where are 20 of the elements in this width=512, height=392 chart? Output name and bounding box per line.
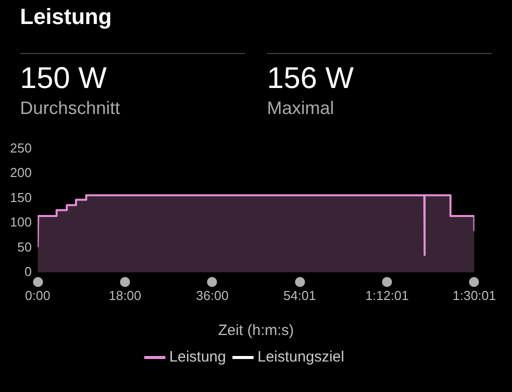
- y-tick-label: 100: [10, 214, 32, 230]
- text: 156 W: [267, 62, 354, 96]
- text: Durchschnitt: [20, 98, 120, 119]
- chart-title: Leistung: [20, 4, 112, 30]
- x-tick-label: 18:00: [108, 288, 142, 303]
- y-tick-label: 0: [24, 264, 32, 279]
- y-tick-label: 250: [10, 140, 32, 156]
- legend-label: Leistungsziel: [257, 348, 344, 366]
- x-tick-label: 1:12:01: [365, 288, 409, 303]
- y-tick-label: 50: [17, 239, 32, 254]
- y-tick-label: 150: [10, 190, 32, 205]
- text: Maximal: [267, 98, 334, 119]
- legend-label: Leistung: [169, 348, 226, 366]
- text: 150 W: [20, 62, 107, 96]
- x-tick-label: 54:01: [283, 288, 316, 303]
- x-tick-label: 36:00: [196, 288, 229, 303]
- y-tick-label: 200: [10, 165, 32, 180]
- x-axis-title: Zeit (h:m:s): [218, 322, 294, 340]
- x-tick-label: 0:00: [25, 288, 50, 303]
- x-tick-label: 1:30:01: [452, 288, 496, 303]
